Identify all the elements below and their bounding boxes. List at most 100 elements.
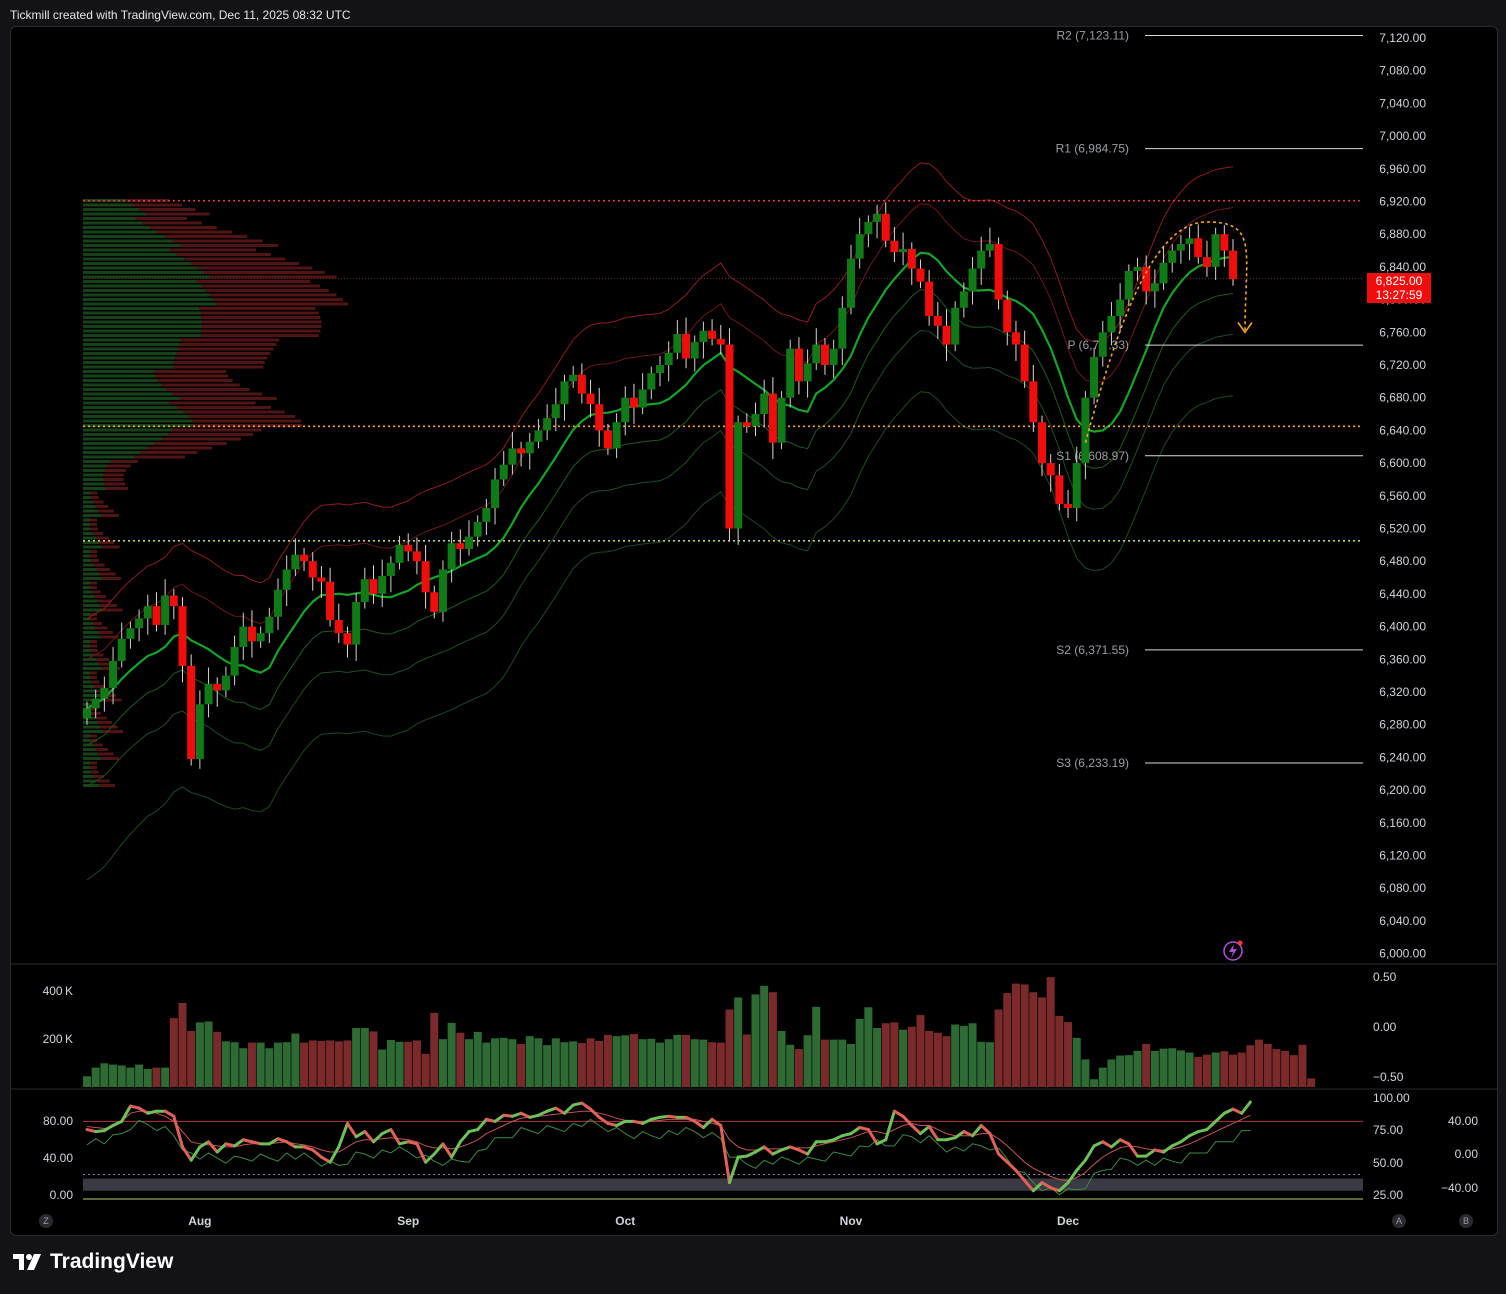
profile-bar-buy bbox=[83, 572, 100, 576]
profile-bar-buy bbox=[83, 595, 95, 598]
auto-scale-button[interactable]: A bbox=[1392, 1214, 1406, 1228]
profile-bar-sell bbox=[110, 460, 138, 463]
volume-bar bbox=[864, 1007, 873, 1087]
zoom-reset-button[interactable]: Z bbox=[39, 1214, 53, 1228]
oscillator-main-segment bbox=[1205, 1119, 1218, 1132]
profile-bar-buy bbox=[83, 653, 94, 657]
candle-down bbox=[925, 281, 934, 316]
candles[interactable] bbox=[83, 202, 1237, 769]
volume-bar bbox=[378, 1049, 387, 1087]
alert-icon[interactable] bbox=[1223, 940, 1243, 961]
price-tick: 6,880.00 bbox=[1379, 227, 1426, 241]
profile-bar-buy bbox=[83, 280, 197, 283]
oscillator-main-segment bbox=[1092, 1140, 1105, 1148]
profile-bar-sell bbox=[189, 415, 296, 418]
profile-bar-sell bbox=[90, 496, 99, 499]
oscillator-main-segment bbox=[536, 1109, 549, 1117]
volume-bar bbox=[404, 1041, 413, 1087]
oscillator-main-segment bbox=[1222, 1107, 1235, 1115]
candle-down bbox=[1029, 381, 1038, 423]
profile-bar-sell bbox=[95, 626, 108, 630]
candle-up bbox=[100, 687, 109, 699]
profile-bar-buy bbox=[83, 446, 148, 450]
profile-bar-sell bbox=[90, 581, 97, 585]
candle-up bbox=[465, 536, 473, 549]
profile-bar-sell bbox=[90, 766, 97, 769]
profile-bar-buy bbox=[83, 775, 94, 778]
last-price-tag: 6,825.00 13:27:59 bbox=[1367, 273, 1431, 303]
profile-bar-buy bbox=[83, 284, 202, 288]
profile-bar-sell bbox=[146, 212, 210, 216]
volume-bar bbox=[716, 1042, 725, 1087]
candle-down bbox=[247, 626, 256, 642]
profile-bar-sell bbox=[103, 478, 124, 481]
volume-bar bbox=[968, 1023, 977, 1087]
candle-up bbox=[1133, 266, 1142, 271]
volume-bar bbox=[951, 1024, 960, 1087]
profile-bar-sell bbox=[100, 635, 119, 639]
profile-bar-buy bbox=[83, 451, 141, 454]
candle-down bbox=[300, 554, 309, 562]
profile-bar-sell bbox=[103, 473, 124, 477]
volume-pane[interactable]: 400 K 200 K 0.50 0.00 −0.50 bbox=[43, 970, 1404, 1087]
volume-bar bbox=[326, 1040, 335, 1087]
candle-down bbox=[629, 397, 638, 408]
profile-bar-sell bbox=[168, 433, 253, 436]
chart-frame[interactable]: R2 (7,123.11) R1 (6,984.75) P (6,74 .33) S1… bbox=[10, 26, 1498, 1236]
profile-bar-buy bbox=[83, 469, 105, 472]
volume-bar bbox=[1029, 992, 1038, 1087]
candle-down bbox=[768, 393, 777, 443]
candle-down bbox=[326, 581, 335, 621]
profile-bar-buy bbox=[83, 275, 210, 279]
scale-mode-button[interactable]: B bbox=[1459, 1214, 1473, 1228]
pivot-label: S3 (6,233.19) bbox=[1056, 756, 1129, 770]
volume-bar bbox=[395, 1041, 404, 1087]
profile-bar-sell bbox=[213, 298, 343, 301]
profile-bar-buy bbox=[83, 685, 94, 688]
profile-bar-sell bbox=[147, 446, 212, 450]
price-tick: 6,560.00 bbox=[1379, 489, 1426, 503]
oscillator-main-segment bbox=[198, 1140, 211, 1149]
candle-down bbox=[343, 633, 352, 645]
candle-up bbox=[1176, 244, 1185, 251]
profile-bar-buy bbox=[83, 671, 90, 675]
candle-down bbox=[213, 683, 222, 691]
profile-bar-sell bbox=[93, 653, 104, 657]
oscillator-main-segment bbox=[927, 1125, 940, 1142]
profile-bar-buy bbox=[83, 302, 216, 306]
candle-up bbox=[985, 244, 994, 251]
profile-bar-buy bbox=[83, 680, 92, 684]
volume-bar bbox=[1090, 1079, 1099, 1087]
candle-up bbox=[569, 374, 578, 382]
oscillator-slow-line bbox=[86, 1118, 1251, 1196]
time-axis[interactable]: Aug Sep Oct Nov Dec bbox=[188, 1214, 1079, 1228]
profile-bar-buy bbox=[83, 694, 100, 697]
price-tick: 6,840.00 bbox=[1379, 260, 1426, 274]
oscillator-main-segment bbox=[1127, 1142, 1139, 1158]
candle-down bbox=[404, 544, 413, 552]
oscillator-main-segment bbox=[1170, 1140, 1183, 1148]
profile-bar-sell bbox=[205, 289, 329, 292]
volume-bar bbox=[1159, 1048, 1168, 1087]
oscillator-main-segment bbox=[458, 1130, 471, 1144]
volume-bar bbox=[508, 1039, 517, 1087]
oscillator-main-segment bbox=[806, 1140, 818, 1156]
price-axis[interactable]: 7,120.00 7,080.00 7,040.00 7,000.00 6,960.00… bbox=[1379, 31, 1426, 961]
volume-tick: 400 K bbox=[43, 984, 73, 998]
volume-bar bbox=[195, 1022, 204, 1087]
candle-up bbox=[239, 626, 248, 648]
profile-bar-sell bbox=[95, 748, 108, 751]
oscillator-pane[interactable]: 80.00 40.00 0.00 100.00 75.00 50.00 25.00 40.00… bbox=[43, 1091, 1478, 1202]
candle-up bbox=[91, 698, 100, 709]
profile-bar-sell bbox=[177, 406, 271, 409]
trading-chart[interactable]: R2 (7,123.11) R1 (6,984.75) P (6,74 .33) S1… bbox=[11, 27, 1497, 1235]
candle-down bbox=[369, 579, 378, 594]
volume-bar bbox=[334, 1041, 343, 1087]
profile-bar-buy bbox=[83, 662, 99, 666]
profile-bar-buy bbox=[83, 505, 96, 508]
oscillator-main-segment bbox=[788, 1145, 801, 1152]
profile-bar-sell bbox=[201, 316, 321, 319]
candle-up bbox=[1211, 234, 1220, 267]
profile-bar-sell bbox=[157, 230, 232, 234]
price-tick: 6,520.00 bbox=[1379, 522, 1426, 536]
